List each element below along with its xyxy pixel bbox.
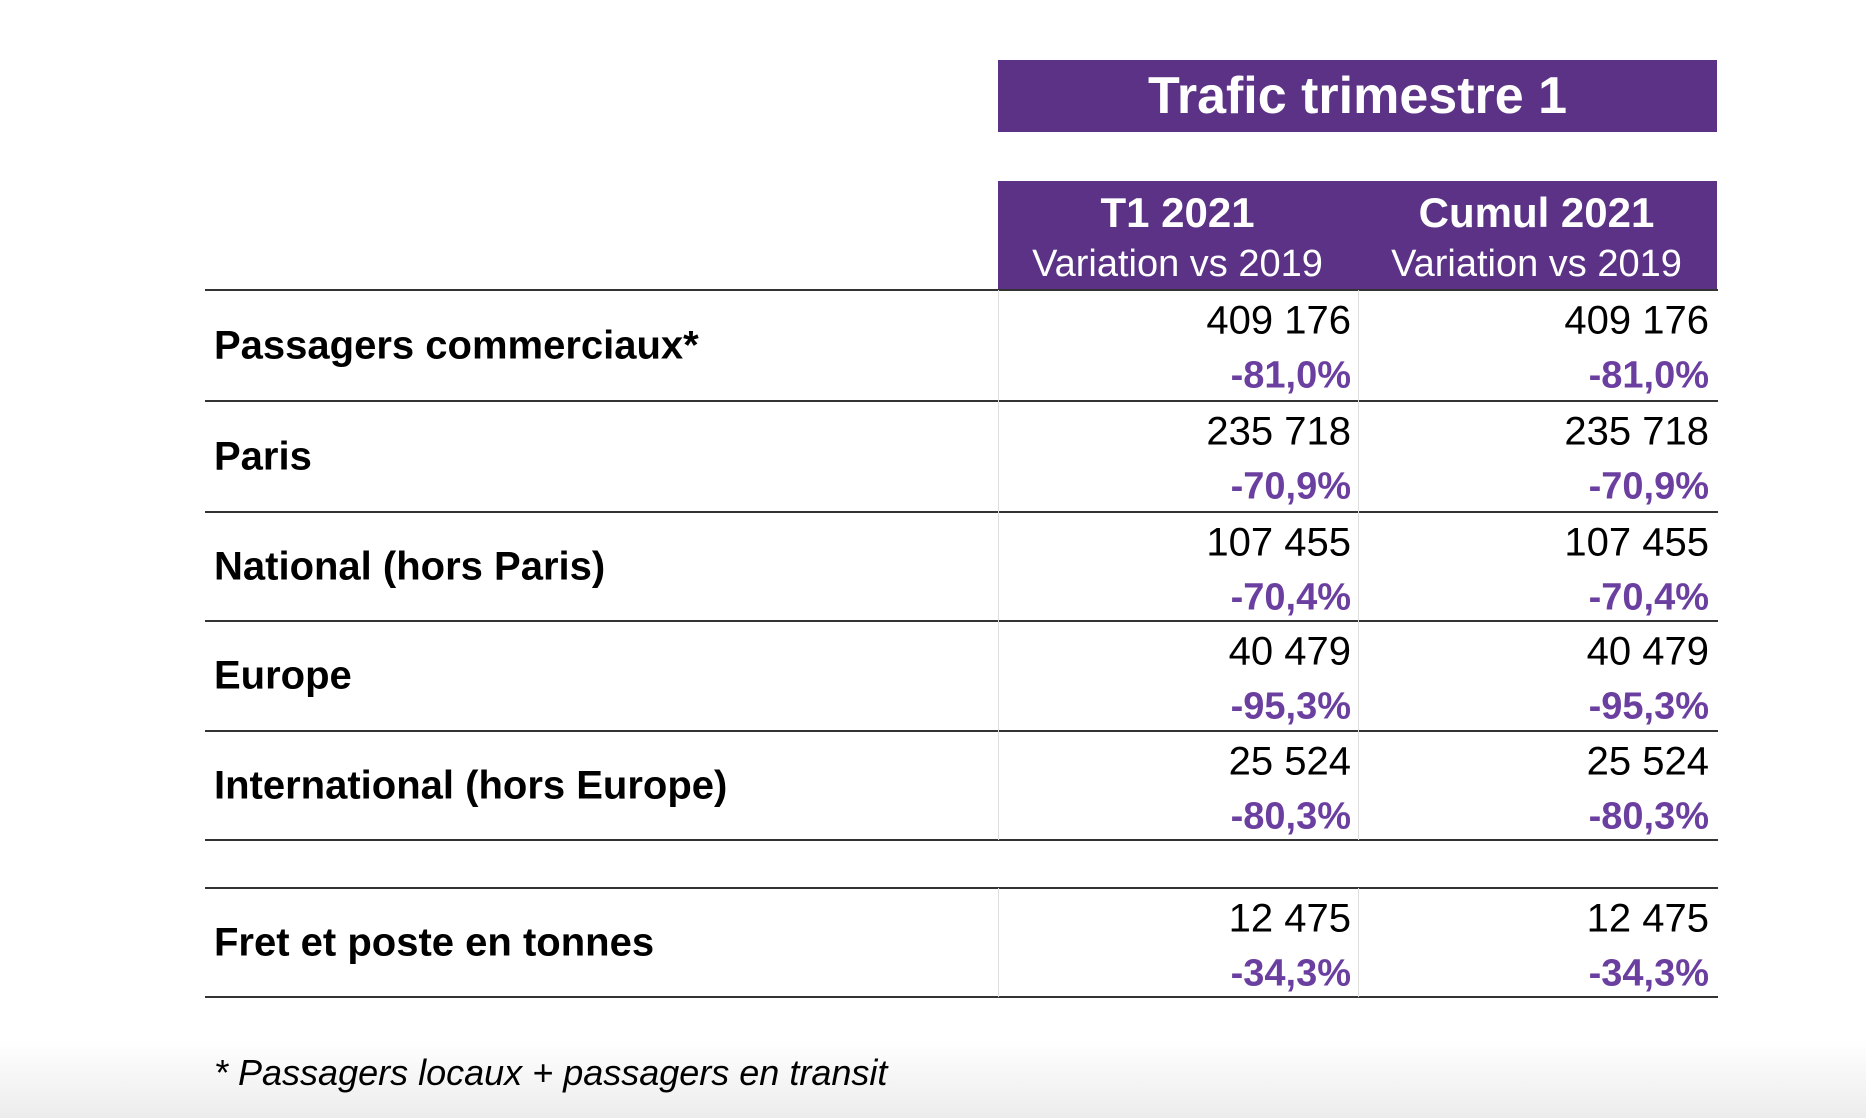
cell-variation: -70,9% <box>1588 465 1709 508</box>
cell-value: 40 479 <box>1228 629 1351 674</box>
row-label: Passagers commerciaux* <box>214 323 699 367</box>
column-separator <box>998 731 999 840</box>
row-label: Europe <box>214 653 352 698</box>
cell-value: 235 718 <box>1564 409 1709 454</box>
row-label: Paris <box>214 434 312 478</box>
cell-variation: -70,9% <box>1230 465 1351 508</box>
row-label: Fret et poste en tonnes <box>214 920 655 964</box>
cell-value: 40 479 <box>1586 629 1709 674</box>
column-separator <box>1358 290 1359 401</box>
column-separator <box>1358 621 1359 731</box>
cell-variation: -95,3% <box>1230 685 1351 728</box>
row-line <box>205 996 1718 998</box>
cell-value: 235 718 <box>1206 409 1351 454</box>
row-line <box>205 289 1718 291</box>
cell-variation: -34,3% <box>1230 952 1351 995</box>
cell-value: 107 455 <box>1206 520 1351 565</box>
column-separator <box>998 290 999 401</box>
footnote: * Passagers locaux + passagers en transi… <box>214 1052 888 1093</box>
row-line <box>205 620 1718 622</box>
row-line <box>205 730 1718 732</box>
cell-variation: -34,3% <box>1588 952 1709 995</box>
column-separator <box>1358 731 1359 840</box>
cell-value: 107 455 <box>1564 520 1709 565</box>
cell-value: 25 524 <box>1586 739 1709 784</box>
cell-value: 25 524 <box>1228 739 1351 784</box>
cell-variation: -70,4% <box>1588 576 1709 619</box>
cell-variation: -81,0% <box>1230 354 1351 397</box>
column-separator <box>998 888 999 997</box>
column-subtitle: Variation vs 2019 <box>1391 243 1682 285</box>
cell-value: 12 475 <box>1586 896 1709 941</box>
column-separator <box>1358 888 1359 997</box>
row-label: National (hors Paris) <box>214 544 606 588</box>
column-title: Cumul 2021 <box>1418 189 1655 236</box>
column-separator <box>998 512 999 621</box>
title: Trafic trimestre 1 <box>998 60 1717 132</box>
column-separator <box>1358 512 1359 621</box>
column-title: T1 2021 <box>1100 189 1255 236</box>
row-line <box>205 511 1718 513</box>
row-line <box>205 400 1718 402</box>
row-label: International (hors Europe) <box>214 763 728 807</box>
column-header: T1 2021 Variation vs 2019 Cumul 2021 Var… <box>998 181 1717 290</box>
cell-variation: -80,3% <box>1230 795 1351 838</box>
column-separator <box>1358 401 1359 512</box>
cell-value: 409 176 <box>1206 298 1351 343</box>
cell-variation: -95,3% <box>1588 685 1709 728</box>
row-line <box>205 839 1718 841</box>
cell-value: 409 176 <box>1564 298 1709 343</box>
column-subtitle: Variation vs 2019 <box>1032 243 1323 285</box>
cell-variation: -80,3% <box>1588 795 1709 838</box>
cell-variation: -81,0% <box>1588 354 1709 397</box>
cell-value: 12 475 <box>1228 896 1351 941</box>
column-separator <box>998 621 999 731</box>
row-line <box>205 887 1718 889</box>
cell-variation: -70,4% <box>1230 576 1351 619</box>
column-separator <box>998 401 999 512</box>
